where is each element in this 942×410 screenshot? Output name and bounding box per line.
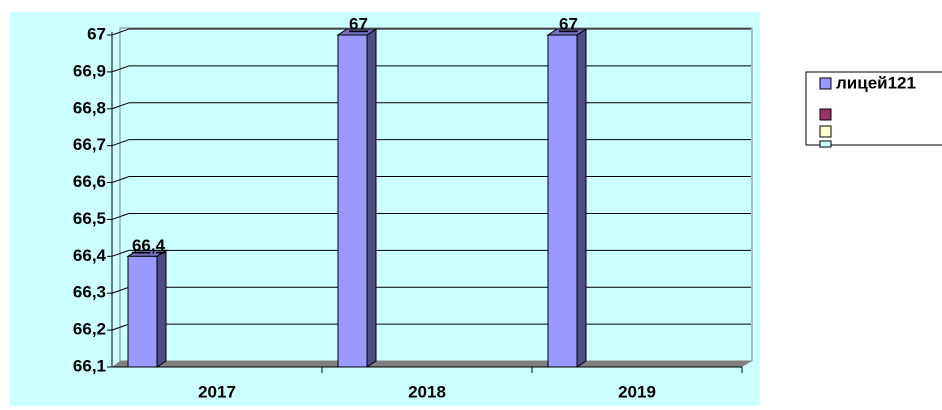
grid-line	[111, 65, 751, 73]
x-tick-label: 2017	[198, 382, 236, 401]
y-tick-label: 66,9	[73, 61, 106, 80]
grid-line	[111, 212, 751, 220]
y-tick-label: 66,3	[73, 283, 106, 302]
y-tick-label: 66,5	[73, 209, 106, 228]
grid-line	[111, 176, 751, 184]
data-label: 67	[349, 14, 368, 33]
grid-line	[111, 102, 751, 110]
data-label: 66,4	[132, 236, 166, 255]
bar-side	[576, 28, 587, 368]
legend-swatch	[819, 77, 832, 90]
data-label: 67	[559, 14, 578, 33]
y-tick-label: 66,6	[73, 172, 106, 191]
y-tick-label: 66,7	[73, 135, 106, 154]
bar	[127, 255, 158, 368]
y-tick-label: 67	[87, 24, 106, 43]
grid-line	[111, 28, 751, 36]
floor	[112, 361, 752, 367]
y-tick-label: 66,8	[73, 98, 106, 117]
bar-side	[156, 249, 167, 368]
grid-line	[111, 139, 751, 147]
y-tick-label: 66,2	[73, 320, 106, 339]
bar-side	[366, 28, 377, 368]
legend-label: лицей121	[836, 73, 916, 92]
y-tick-label: 66,1	[73, 356, 106, 375]
bar	[337, 34, 368, 368]
legend-swatch	[819, 125, 832, 138]
x-tick-label: 2019	[618, 382, 656, 401]
grid-line	[111, 249, 751, 257]
y-tick-label: 66,4	[73, 246, 107, 265]
bar	[547, 34, 578, 368]
x-tick-label: 2018	[408, 382, 446, 401]
legend-swatch	[819, 108, 832, 121]
legend-swatch	[819, 140, 832, 148]
back-wall	[119, 27, 753, 362]
